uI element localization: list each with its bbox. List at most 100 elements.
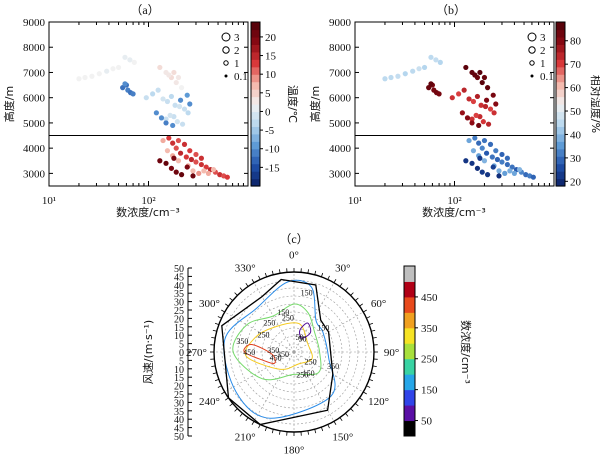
y-tick-label: 7000: [329, 67, 352, 79]
data-point: [502, 170, 508, 176]
data-point: [187, 148, 193, 154]
data-coverage-outline: [221, 278, 334, 426]
panel-a-colorbar: -15 -10 -5 0 5 10 15 20: [250, 21, 280, 187]
data-point: [523, 172, 529, 178]
polar-spoke: [253, 282, 295, 353]
angle-label: 120°: [368, 396, 389, 408]
data-point: [479, 145, 485, 151]
data-point: [164, 98, 171, 105]
radial-tick-label: 30: [174, 298, 184, 309]
colorbar-segment: [251, 96, 260, 105]
colorbar-tick-label: 150: [421, 385, 438, 397]
contour-label: 250: [296, 371, 308, 380]
data-point: [472, 72, 478, 78]
data-point: [485, 121, 492, 127]
radial-tick-label: 50: [174, 264, 184, 275]
colorbar-segment: [404, 266, 415, 282]
angle-label: 30°: [335, 262, 350, 274]
data-point: [530, 174, 536, 180]
data-point: [168, 93, 175, 100]
colorbar-segment: [251, 29, 260, 38]
data-point: [388, 74, 394, 81]
colorbar-segment: [556, 89, 565, 98]
data-point: [428, 54, 434, 60]
x-tick-label: 10¹: [348, 195, 362, 207]
colorbar-segment: [251, 44, 260, 53]
data-point: [157, 64, 163, 71]
colorbar-segment: [556, 96, 565, 105]
data-point: [187, 101, 193, 107]
contour-line-250: [232, 303, 322, 381]
data-point: [436, 91, 442, 97]
data-point: [170, 122, 176, 129]
colorbar-tick-label: 20: [265, 32, 277, 44]
data-point: [183, 154, 189, 160]
data-point: [175, 74, 182, 81]
data-point: [172, 102, 178, 108]
contour-label: 50: [298, 334, 306, 343]
data-point: [470, 98, 477, 105]
radial-tick-label: 40: [174, 415, 184, 426]
data-point: [201, 168, 207, 174]
data-point: [143, 95, 149, 101]
data-point: [402, 71, 408, 77]
data-point: [490, 92, 496, 98]
data-point: [198, 155, 204, 161]
data-point: [472, 135, 478, 141]
panel-b-y-axis-label: 高度/m: [308, 86, 322, 122]
y-tick-label: 7000: [23, 67, 46, 79]
colorbar-segment: [251, 81, 260, 90]
contour-line-150: [223, 279, 336, 419]
data-point: [177, 150, 184, 156]
data-point: [127, 57, 133, 63]
radial-tick-label: 20: [174, 382, 184, 393]
colorbar-segment: [251, 163, 260, 172]
data-point: [470, 148, 477, 154]
data-point: [484, 172, 491, 178]
data-point: [171, 155, 177, 161]
angle-label: 180°: [284, 445, 305, 457]
colorbar-tick-label: 40: [570, 129, 582, 141]
data-point: [176, 103, 183, 110]
colorbar-segment: [404, 296, 415, 313]
data-point: [456, 91, 462, 97]
data-point: [479, 169, 485, 175]
panel-c-label: （c）: [279, 232, 308, 246]
data-point: [464, 115, 471, 121]
data-point: [96, 71, 102, 77]
y-tick-label: 5000: [329, 118, 352, 130]
data-point: [224, 174, 230, 180]
colorbar-segment: [556, 163, 565, 172]
data-point: [178, 172, 185, 178]
colorbar-segment: [251, 133, 260, 142]
contour-label: 350: [327, 362, 339, 371]
y-tick-label: 3000: [329, 168, 352, 180]
panel-a-y-axis-label: 高度/m: [2, 86, 16, 122]
colorbar-tick-label: 0: [265, 106, 271, 118]
data-point: [494, 156, 501, 163]
data-point: [153, 110, 159, 116]
colorbar-segment: [556, 51, 565, 60]
data-point: [481, 158, 488, 164]
angle-label: 300°: [199, 298, 220, 310]
data-point: [82, 74, 88, 81]
data-point: [481, 137, 488, 144]
data-point: [463, 158, 469, 164]
data-point: [479, 79, 485, 86]
contour-label: 250: [258, 330, 270, 339]
colorbar-segment: [251, 156, 260, 165]
data-point: [481, 74, 488, 81]
data-point: [175, 158, 182, 164]
data-point: [122, 54, 128, 60]
colorbar-segment: [404, 327, 415, 344]
data-point: [491, 110, 497, 116]
colorbar-segment: [251, 89, 260, 98]
radial-tick-label: 30: [174, 398, 184, 409]
data-point: [203, 164, 209, 170]
data-point: [489, 154, 495, 160]
size-legend-marker: [223, 60, 229, 66]
angle-label: 150°: [332, 432, 353, 444]
data-point: [499, 159, 505, 165]
data-point: [178, 85, 185, 91]
